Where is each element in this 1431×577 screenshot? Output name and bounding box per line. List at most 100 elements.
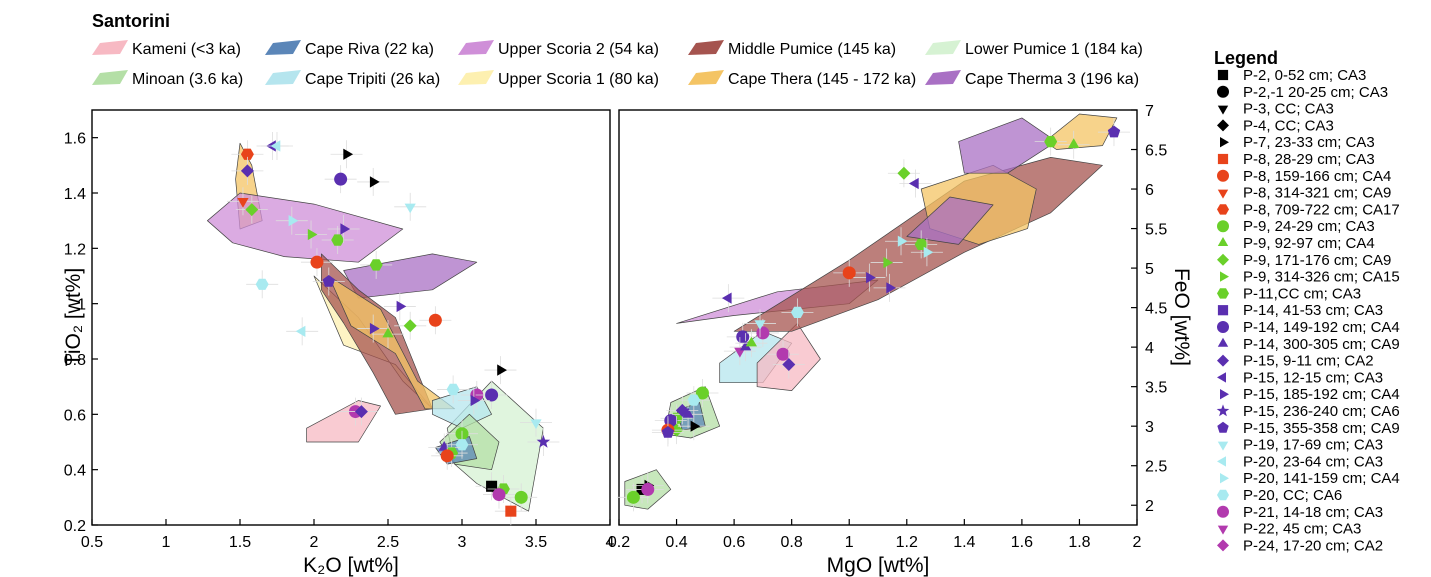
y-tick-label: 6.5 <box>1145 143 1167 160</box>
field-envelope <box>343 253 478 299</box>
y-tick-label: 3.5 <box>1145 380 1167 397</box>
sample-point <box>340 223 351 235</box>
right-sample-points <box>617 118 1130 512</box>
sample-legend-label: P-11,CC cm; CA3 <box>1243 285 1361 302</box>
sample-point <box>897 235 908 247</box>
sample-point <box>756 326 770 340</box>
sample-legend-label: P-9, 92-97 cm; CA4 <box>1243 235 1375 252</box>
sample-point <box>690 420 701 432</box>
sample-point <box>288 215 299 227</box>
sample-point <box>661 426 675 438</box>
sample-point <box>440 449 454 463</box>
legend-marker <box>1217 525 1229 535</box>
sample-point <box>695 386 709 400</box>
legend-marker <box>1220 137 1229 148</box>
left-axis-ticks: 0.5 1 1.5 2 2.5 3 3.5 4 0.2 0.4 0.6 0.8 1 1.2 1.4 1.6 <box>64 131 615 551</box>
legend-marker <box>1217 153 1229 165</box>
field-swatch <box>92 70 128 85</box>
x-tick-label: 4 <box>606 534 615 551</box>
sample-point <box>485 388 499 402</box>
sample-point <box>641 482 655 496</box>
sample-legend-label: P-22, 45 cm; CA3 <box>1243 521 1361 538</box>
legend-marker <box>1217 505 1229 518</box>
sample-point <box>245 203 259 217</box>
field-legend-label: Cape Riva (22 ka) <box>305 41 434 58</box>
sample-point <box>1068 138 1080 148</box>
sample-legend-label: P-14, 41-53 cm; CA3 <box>1243 302 1383 319</box>
legend-marker <box>1217 105 1229 115</box>
right-axis-ticks: 0.2 0.4 0.6 0.8 1 1.2 1.4 1.6 1.8 2 2 2.5 3 3.5 4 4.5 5 5… <box>608 103 1167 551</box>
sample-point <box>486 480 498 492</box>
sample-point <box>255 278 269 290</box>
sample-point <box>322 275 335 287</box>
sample-point <box>295 325 306 337</box>
sample-point <box>866 272 876 284</box>
legend-marker <box>1217 220 1229 233</box>
x-tick-label: 1.4 <box>953 534 975 551</box>
x-tick-label: 0.6 <box>723 534 745 551</box>
sample-point <box>754 320 766 330</box>
sample-point <box>687 394 701 406</box>
sample-point <box>497 364 507 376</box>
mgo-feo-panel: 0.2 0.4 0.6 0.8 1 1.2 1.4 1.6 1.8 2 2 2.5 3 3.5 4 4.5 5 5… <box>608 103 1193 577</box>
legend-marker <box>1217 169 1229 182</box>
sample-legend-label: P-8, 709-722 cm; CA17 <box>1243 201 1400 218</box>
sample-point <box>369 176 380 188</box>
sample-point <box>492 488 506 502</box>
legend-marker <box>1217 539 1229 552</box>
y-tick-label: 3 <box>1145 419 1154 436</box>
legend-marker <box>1220 271 1229 282</box>
field-envelope <box>306 400 381 443</box>
sample-legend-label: P-15, 185-192 cm; CA4 <box>1243 386 1400 403</box>
sample-legend-label: P-24, 17-20 cm; CA2 <box>1243 537 1383 554</box>
sample-point <box>908 177 919 190</box>
sample-legend-label: P-2, 0-52 cm; CA3 <box>1243 67 1366 84</box>
sample-point <box>736 330 750 344</box>
sample-point <box>237 198 249 208</box>
legend-marker <box>1217 372 1226 383</box>
legend-marker <box>1217 253 1229 266</box>
x-tick-label: 1.8 <box>1068 534 1090 551</box>
y-tick-label: 5 <box>1145 261 1154 278</box>
sample-point <box>270 140 281 152</box>
legend-marker <box>1217 321 1229 333</box>
legend-marker <box>1217 204 1229 215</box>
y-tick-label: 7 <box>1145 103 1154 120</box>
field-swatch <box>458 40 494 55</box>
right-plot-frame <box>618 109 1138 526</box>
sample-point <box>745 336 757 347</box>
field-swatch <box>925 70 961 85</box>
sample-legend-label: P-2,-1 20-25 cm; CA3 <box>1243 84 1388 101</box>
sample-point <box>530 419 542 430</box>
sample-legend-label: P-15, 236-240 cm; CA6 <box>1243 403 1400 420</box>
field-legend-label: Kameni (<3 ka) <box>132 41 241 58</box>
field-legend-label: Minoan (3.6 ka) <box>132 71 243 88</box>
sample-point <box>470 394 481 407</box>
sample-point <box>1044 136 1058 148</box>
sample-point <box>790 306 804 318</box>
field-swatch <box>265 70 301 85</box>
sample-point <box>782 358 796 371</box>
field-swatch <box>265 40 301 55</box>
sample-point <box>886 282 896 294</box>
field-legend-label: Cape Therma 3 (196 ka) <box>965 71 1139 88</box>
sample-point <box>505 505 517 517</box>
sample-point <box>1107 125 1121 138</box>
right-y-axis-label: FeO [wt%] <box>1170 268 1193 366</box>
sample-legend-label: P-14, 300-305 cm; CA9 <box>1243 336 1400 353</box>
y-tick-label: 1.4 <box>64 186 86 203</box>
legend-marker <box>1216 404 1230 417</box>
left-plot-frame <box>91 109 611 526</box>
sample-point <box>682 407 694 418</box>
sample-point <box>740 340 752 351</box>
legend-marker <box>1217 69 1229 81</box>
legend-marker <box>1220 389 1229 400</box>
x-tick-label: 1.6 <box>1011 534 1033 551</box>
sample-legend-label: P-8, 314-321 cm; CA9 <box>1243 185 1391 202</box>
x-tick-label: 2 <box>310 534 319 551</box>
x-tick-label: 0.5 <box>81 534 103 551</box>
x-tick-label: 3 <box>458 534 467 551</box>
sample-legend-label: P-4, CC; CA3 <box>1243 117 1334 134</box>
